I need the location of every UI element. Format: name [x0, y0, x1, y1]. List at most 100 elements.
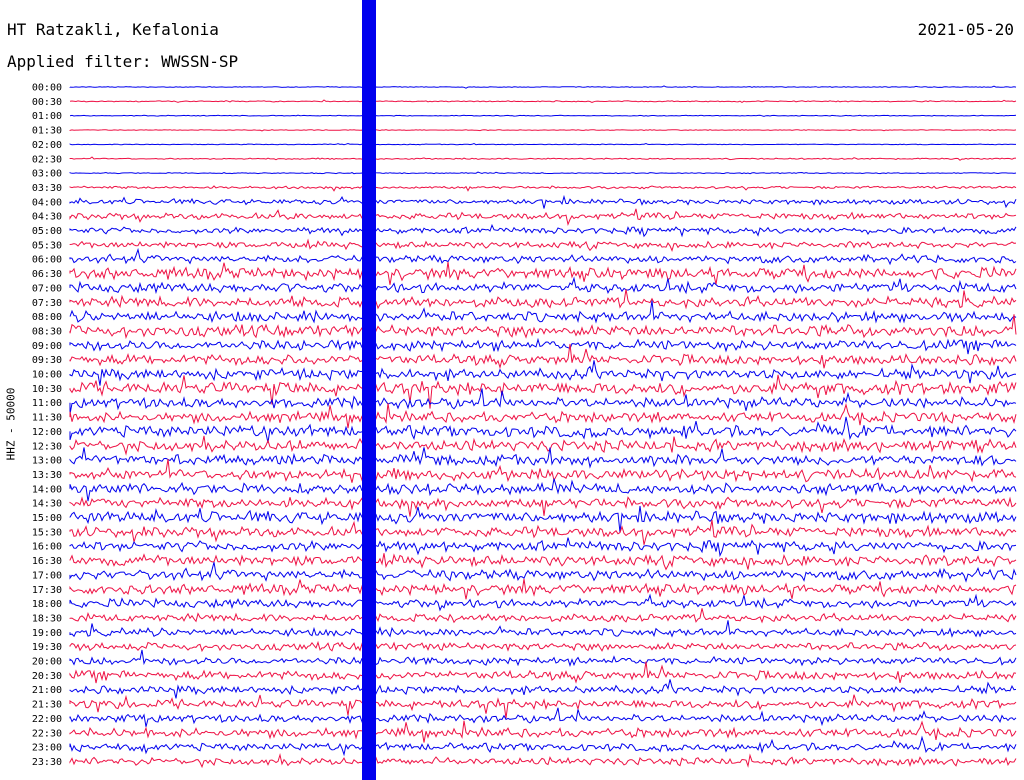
trace-line: [69, 261, 1017, 285]
trace-line: [69, 459, 1017, 483]
trace-line: [69, 752, 1017, 769]
tick-label: 15:00: [32, 513, 62, 524]
tick-label: 00:30: [32, 97, 62, 108]
date-label: 2021-05-20: [917, 20, 1014, 39]
tick-label: 05:00: [32, 226, 62, 237]
tick-label: 14:00: [32, 484, 62, 495]
trace-line: [69, 289, 1017, 310]
tick-label: 17:30: [32, 585, 62, 596]
trace-line: [69, 247, 1017, 266]
trace-line: [69, 208, 1017, 226]
tick-label: 06:00: [32, 255, 62, 266]
tick-label: 12:30: [32, 441, 62, 452]
trace-line: [69, 608, 1017, 624]
tick-label: 03:30: [32, 183, 62, 194]
tick-label: 19:30: [32, 642, 62, 653]
tick-label: 13:00: [32, 456, 62, 467]
tick-label: 02:30: [32, 154, 62, 165]
trace-line: [69, 142, 1016, 146]
trace-line: [69, 402, 1017, 429]
trace-line: [69, 238, 1017, 252]
trace-line: [69, 735, 1017, 757]
tick-label: 19:00: [32, 628, 62, 639]
tick-label: 16:00: [32, 542, 62, 553]
tick-label: 18:30: [32, 613, 62, 624]
trace-line: [69, 553, 1017, 571]
tick-label: 02:00: [32, 140, 62, 151]
tick-label: 12:00: [32, 427, 62, 438]
trace-line: [69, 640, 1017, 653]
tick-label: 01:00: [32, 111, 62, 122]
trace-line: [69, 707, 1017, 727]
trace-line: [69, 537, 1017, 558]
trace-line: [69, 649, 1017, 667]
trace-line: [69, 496, 1017, 517]
filter-label: Applied filter: WWSSN-SP: [7, 52, 239, 71]
trace-line: [69, 435, 1017, 456]
tick-label: 14:30: [32, 499, 62, 510]
tick-label: 00:00: [32, 83, 62, 94]
tick-label: 13:30: [32, 470, 62, 481]
trace-line: [69, 85, 1017, 89]
tick-label: 21:00: [32, 685, 62, 696]
tick-label: 23:30: [32, 757, 62, 768]
trace-line: [69, 478, 1017, 502]
tick-label: 11:30: [32, 413, 62, 424]
trace-line: [69, 300, 1017, 324]
trace-line: [69, 505, 1017, 533]
tick-label: 09:30: [32, 355, 62, 366]
tick-label: 05:30: [32, 240, 62, 251]
trace-line: [69, 661, 1017, 684]
tick-label: 10:30: [32, 384, 62, 395]
trace-line: [69, 720, 1017, 743]
trace-line: [69, 679, 1017, 699]
tick-label: 20:00: [32, 657, 62, 668]
tick-label: 21:30: [32, 700, 62, 711]
tick-label: 17:00: [32, 570, 62, 581]
tick-label: 09:00: [32, 341, 62, 352]
trace-line: [69, 388, 1017, 414]
trace-line: [69, 562, 1017, 583]
trace-line: [69, 578, 1017, 600]
tick-label: 11:00: [32, 398, 62, 409]
trace-line: [69, 223, 1017, 238]
tick-label: 16:30: [32, 556, 62, 567]
station-title: HT Ratzakli, Kefalonia: [7, 20, 219, 39]
trace-line: [69, 593, 1017, 612]
tick-label: 04:00: [32, 197, 62, 208]
tick-label: 04:30: [32, 212, 62, 223]
trace-line: [69, 185, 1017, 192]
trace-line: [69, 343, 1017, 370]
tick-label: 06:30: [32, 269, 62, 280]
tick-label: 08:30: [32, 326, 62, 337]
tick-label: 01:30: [32, 126, 62, 137]
trace-line: [69, 276, 1017, 297]
trace-line: [69, 360, 1017, 386]
trace-line: [69, 156, 1017, 161]
tick-label: 07:30: [32, 298, 62, 309]
tick-label: 23:00: [32, 743, 62, 754]
earthquake-saturation: [362, 0, 376, 780]
tick-label: 15:30: [32, 527, 62, 538]
tick-label: 18:00: [32, 599, 62, 610]
tick-label: 10:00: [32, 370, 62, 381]
trace-line: [69, 129, 1017, 132]
trace-line: [69, 194, 1017, 209]
tick-label: 08:00: [32, 312, 62, 323]
trace-line: [69, 447, 1017, 469]
trace-line: [69, 314, 1017, 340]
trace-line: [69, 171, 1017, 175]
trace-line: [69, 337, 1017, 355]
tick-label: 20:30: [32, 671, 62, 682]
trace-line: [69, 694, 1017, 719]
tick-label: 07:00: [32, 283, 62, 294]
trace-line: [69, 374, 1017, 409]
trace-line: [69, 520, 1017, 545]
tick-label: 22:30: [32, 728, 62, 739]
tick-label: 03:00: [32, 169, 62, 180]
tick-label: 22:00: [32, 714, 62, 725]
trace-line: [69, 620, 1017, 638]
trace-line: [69, 99, 1017, 103]
trace-line: [69, 114, 1017, 117]
